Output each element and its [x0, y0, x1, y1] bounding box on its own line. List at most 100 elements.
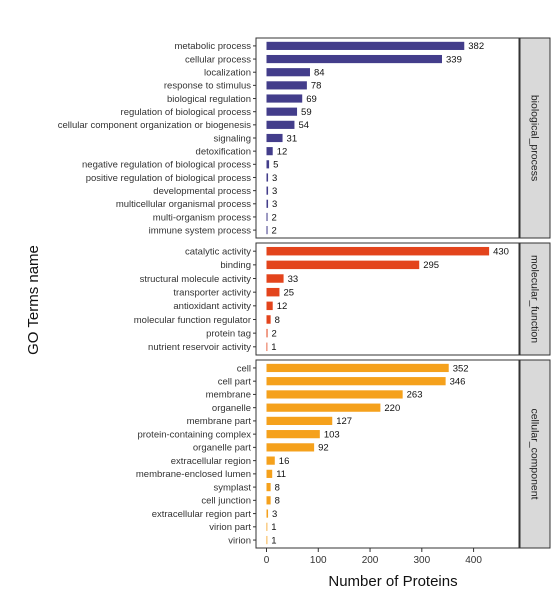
bar — [266, 456, 275, 465]
value-label: 346 — [450, 377, 466, 388]
bar — [266, 173, 269, 182]
bar — [266, 226, 268, 235]
value-label: 352 — [453, 363, 469, 374]
category-label: immune system process — [149, 225, 252, 236]
value-label: 382 — [468, 41, 484, 52]
value-label: 2 — [272, 212, 277, 223]
value-label: 84 — [314, 68, 325, 79]
facet-cellular_component: cellular_component cell 352 cell part 346 mem… — [136, 359, 551, 549]
facet-biological_process: biological_process metabolic process 382 ce… — [58, 37, 551, 239]
bar — [266, 496, 271, 505]
value-label: 92 — [318, 443, 329, 454]
bar — [266, 212, 268, 222]
value-label: 12 — [277, 146, 288, 157]
x-tick-label: 400 — [465, 555, 482, 566]
category-label: structural molecule activity — [140, 274, 252, 285]
x-tick-label: 100 — [310, 555, 327, 566]
bar — [266, 403, 381, 412]
value-label: 78 — [311, 81, 322, 92]
category-label: negative regulation of biological proces… — [82, 160, 251, 171]
category-label: cellular component organization or bioge… — [58, 120, 252, 131]
category-label: signaling — [214, 133, 252, 144]
value-label: 33 — [288, 274, 299, 285]
category-label: organelle — [212, 403, 251, 414]
value-label: 430 — [493, 247, 509, 258]
category-label: cellular process — [185, 54, 251, 65]
value-label: 1 — [271, 535, 276, 546]
x-tick-label: 200 — [362, 555, 379, 566]
category-label: molecular function regulator — [134, 315, 251, 326]
value-label: 31 — [287, 133, 298, 144]
panel-frame — [255, 359, 520, 549]
value-label: 69 — [306, 94, 317, 105]
value-label: 339 — [446, 54, 462, 65]
value-label: 263 — [407, 390, 423, 401]
value-label: 1 — [271, 522, 276, 533]
bar — [266, 363, 449, 373]
category-label: catalytic activity — [185, 247, 251, 258]
category-label: symplast — [214, 482, 252, 493]
bar — [266, 469, 273, 478]
panel-frame — [255, 242, 520, 356]
category-label: positive regulation of biological proces… — [86, 173, 252, 184]
facet-strip-label: biological_process — [528, 95, 540, 181]
x-axis: 0 100 200 300 400 — [264, 548, 482, 566]
bar — [266, 81, 307, 90]
category-label: membrane part — [187, 416, 252, 427]
bar — [266, 199, 269, 208]
bar — [266, 54, 443, 64]
value-label: 12 — [277, 301, 288, 312]
y-axis-title: GO Terms name — [25, 245, 42, 355]
value-label: 5 — [273, 160, 278, 171]
bar — [266, 430, 320, 439]
value-label: 2 — [272, 225, 277, 236]
bar — [266, 160, 270, 169]
category-label: localization — [204, 68, 251, 79]
category-label: virion part — [209, 522, 251, 533]
bar — [266, 68, 310, 77]
value-label: 103 — [324, 429, 340, 440]
value-label: 8 — [275, 496, 280, 507]
value-label: 8 — [275, 482, 280, 493]
bar — [266, 94, 303, 103]
bar — [266, 535, 268, 545]
value-label: 2 — [272, 328, 277, 339]
facet-strip-label: molecular_function — [528, 255, 540, 343]
bar — [266, 328, 268, 338]
bar — [266, 246, 490, 256]
value-label: 16 — [279, 456, 290, 467]
category-label: membrane-enclosed lumen — [136, 469, 251, 480]
category-label: regulation of biological process — [121, 107, 252, 118]
x-tick-label: 300 — [413, 555, 430, 566]
bar — [266, 260, 420, 270]
facet-strip — [519, 359, 551, 549]
bar — [266, 41, 465, 50]
category-label: organelle part — [193, 443, 251, 454]
bar — [266, 274, 284, 283]
bar — [266, 509, 269, 518]
category-label: cell — [237, 363, 251, 374]
bar — [266, 186, 269, 195]
category-label: extracellular region — [171, 456, 251, 467]
bar — [266, 342, 268, 352]
category-label: cell part — [218, 377, 252, 388]
x-tick-label: 0 — [264, 555, 270, 566]
bar — [266, 147, 273, 156]
category-label: metabolic process — [174, 41, 251, 52]
category-label: detoxification — [196, 146, 251, 157]
category-label: response to stimulus — [164, 81, 251, 92]
bar — [266, 287, 280, 297]
value-label: 11 — [276, 469, 286, 480]
bar — [266, 133, 283, 143]
category-label: virion — [228, 535, 251, 546]
x-axis-title: Number of Proteins — [328, 573, 457, 590]
facet-strip — [519, 242, 551, 356]
category-label: extracellular region part — [152, 509, 252, 520]
value-label: 3 — [272, 509, 277, 520]
bar — [266, 377, 446, 386]
value-label: 220 — [384, 403, 400, 414]
value-label: 127 — [336, 416, 352, 427]
category-label: developmental process — [153, 186, 251, 197]
